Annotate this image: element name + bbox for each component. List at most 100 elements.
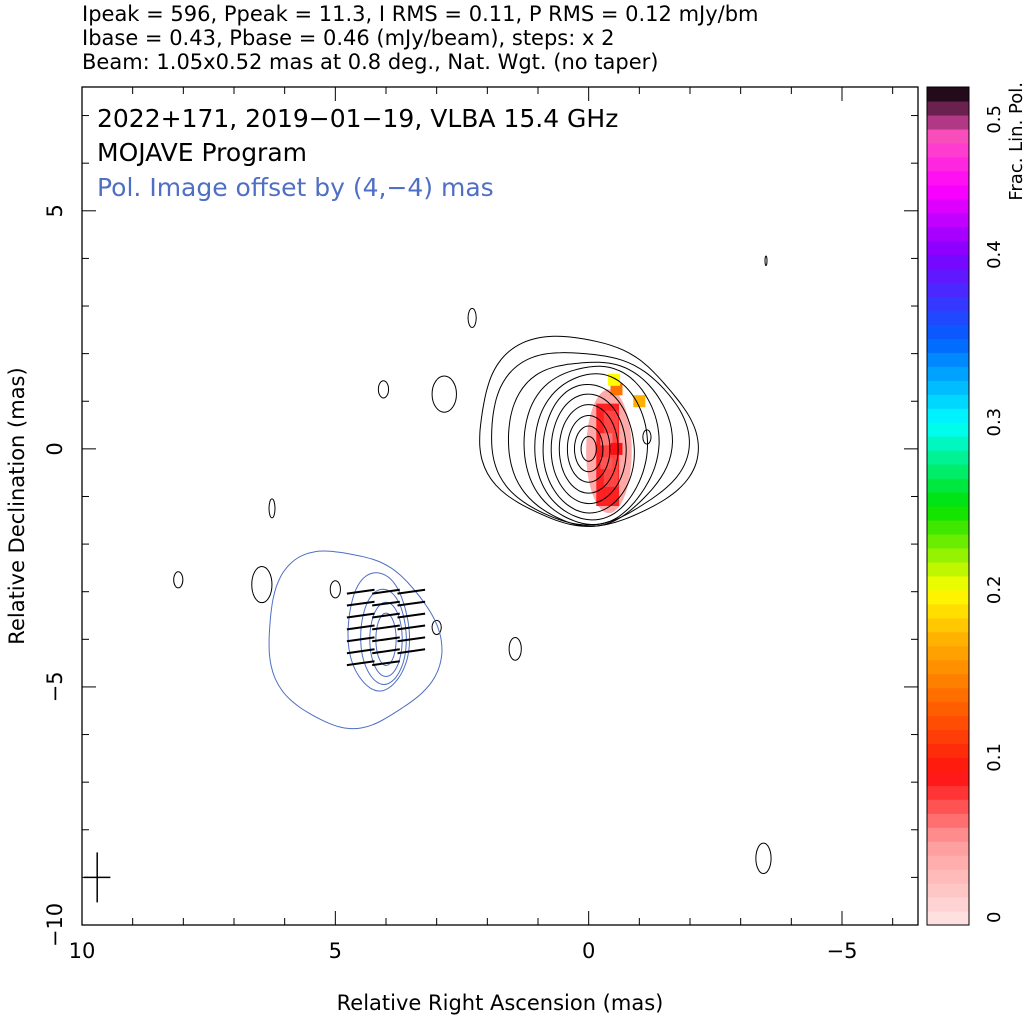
colorbar-swatch [927, 855, 969, 870]
evpa-vector [397, 612, 426, 619]
chart-title-line-1: 2022+171, 2019−01−19, VLBA 15.4 GHz [97, 104, 618, 133]
colorbar-swatch [927, 673, 969, 689]
colorbar-swatch [927, 631, 969, 647]
colorbar-swatch [927, 324, 969, 339]
header-line-2: Ibase = 0.43, Pbase = 0.46 (mJy/beam), s… [82, 26, 615, 50]
evpa-vector [397, 600, 426, 607]
evpa-vectors [346, 588, 426, 667]
colorbar-frame [926, 86, 970, 926]
colorbar-swatch [927, 729, 969, 745]
header-line-1: Ipeak = 596, Ppeak = 11.3, I RMS = 0.11,… [82, 2, 759, 26]
noise-contour [642, 429, 652, 445]
frac-pol-pixel [610, 442, 623, 455]
colorbar-swatch [927, 212, 969, 228]
evpa-vector [346, 624, 375, 631]
colorbar-swatch [927, 785, 969, 800]
colorbar-swatch [927, 617, 969, 633]
colorbar-swatch [927, 897, 969, 912]
colorbar-swatch [927, 519, 969, 535]
colorbar-swatch [927, 394, 969, 409]
stokes-i-contour [479, 335, 699, 527]
axis-tick-labels: 10 5 0 −5 5 0 −5 −10 [43, 204, 857, 963]
colorbar-swatch [927, 408, 969, 423]
frac-pol-pixel [600, 457, 613, 470]
noise-contour [377, 380, 390, 399]
colorbar-swatch [927, 757, 969, 772]
evpa-vector [346, 636, 375, 643]
colorbar-swatch [927, 743, 969, 758]
colorbar-tick-label: 0.2 [984, 575, 1005, 604]
colorbar-swatch [927, 701, 969, 717]
colorbar-swatch [927, 603, 969, 619]
header-line-3: Beam: 1.05x0.52 mas at 0.8 deg., Nat. Wg… [82, 50, 659, 74]
colorbar-swatch [927, 310, 969, 326]
colorbar-swatch [927, 352, 969, 367]
colorbar-swatch [927, 533, 969, 549]
noise-contour [755, 842, 772, 875]
colorbar-swatch [927, 589, 969, 605]
colorbar-swatch [927, 506, 969, 521]
evpa-vector [397, 588, 426, 595]
colorbar-swatch [927, 478, 969, 493]
colorbar-swatch [927, 282, 969, 298]
stokes-i-contour [550, 393, 627, 505]
stokes-i-contour [523, 365, 660, 526]
x-tick-label: −5 [827, 939, 858, 963]
colorbar-swatch [927, 561, 969, 577]
evpa-vector [397, 624, 426, 631]
colorbar-swatch [927, 450, 969, 465]
colorbar-tick-label: 0 [984, 912, 1005, 923]
colorbar-swatch [927, 170, 969, 186]
stokes-i-contour [580, 436, 597, 462]
evpa-vector [346, 648, 375, 655]
colorbar-swatch [927, 869, 969, 884]
noise-contour [329, 580, 341, 599]
noise-contour [173, 571, 184, 589]
y-tick-label: −5 [43, 671, 67, 702]
colorbar-swatch [927, 142, 969, 158]
y-tick-label: −10 [43, 903, 67, 947]
colorbar-swatch [927, 827, 969, 842]
colorbar-label: Frac. Lin. Pol. [1006, 82, 1027, 201]
evpa-vector [372, 600, 400, 607]
x-axis-label: Relative Right Ascension (mas) [337, 991, 664, 1015]
colorbar-swatch [927, 254, 969, 270]
evpa-vector [372, 588, 400, 595]
colorbar-tick-label: 0.1 [984, 743, 1005, 772]
x-tick-label: 10 [69, 939, 96, 963]
colorbar-swatch [927, 645, 969, 661]
noise-contour [431, 619, 442, 636]
plot-frame [81, 86, 919, 926]
colorbar-tick-label: 0.5 [984, 105, 1005, 134]
stokes-i-contour [534, 373, 649, 521]
chart-title-line-2: MOJAVE Program [97, 138, 307, 167]
frac-pol-pixel [610, 383, 623, 396]
colorbar-swatch [927, 547, 969, 563]
colorbar-swatch [927, 436, 969, 451]
stokes-i-contour [558, 404, 619, 494]
evpa-vector [372, 624, 400, 631]
evpa-vector [346, 612, 375, 619]
evpa-vector [346, 588, 375, 595]
colorbar-swatch [927, 422, 969, 437]
colorbar-swatch [927, 184, 969, 200]
colorbar-swatch [927, 156, 969, 172]
x-tick-label: 5 [329, 939, 342, 963]
evpa-vector [397, 648, 426, 655]
y-axis-label: Relative Declination (mas) [5, 367, 29, 644]
colorbar-tick-label: 0.3 [984, 408, 1005, 437]
noise-contour [251, 565, 273, 604]
stokes-i-contour [491, 352, 690, 526]
colorbar-swatch [927, 659, 969, 675]
stokes-i-contour [542, 383, 635, 514]
evpa-vector [372, 648, 400, 655]
pol-contour [347, 572, 411, 692]
frac-pol-pixel [608, 373, 620, 386]
colorbar-swatch [927, 338, 969, 353]
noise-contour [508, 636, 522, 661]
evpa-vector [372, 660, 400, 667]
colorbar [927, 87, 969, 926]
stokes-i-contour [566, 414, 611, 483]
colorbar-swatch [927, 114, 969, 130]
